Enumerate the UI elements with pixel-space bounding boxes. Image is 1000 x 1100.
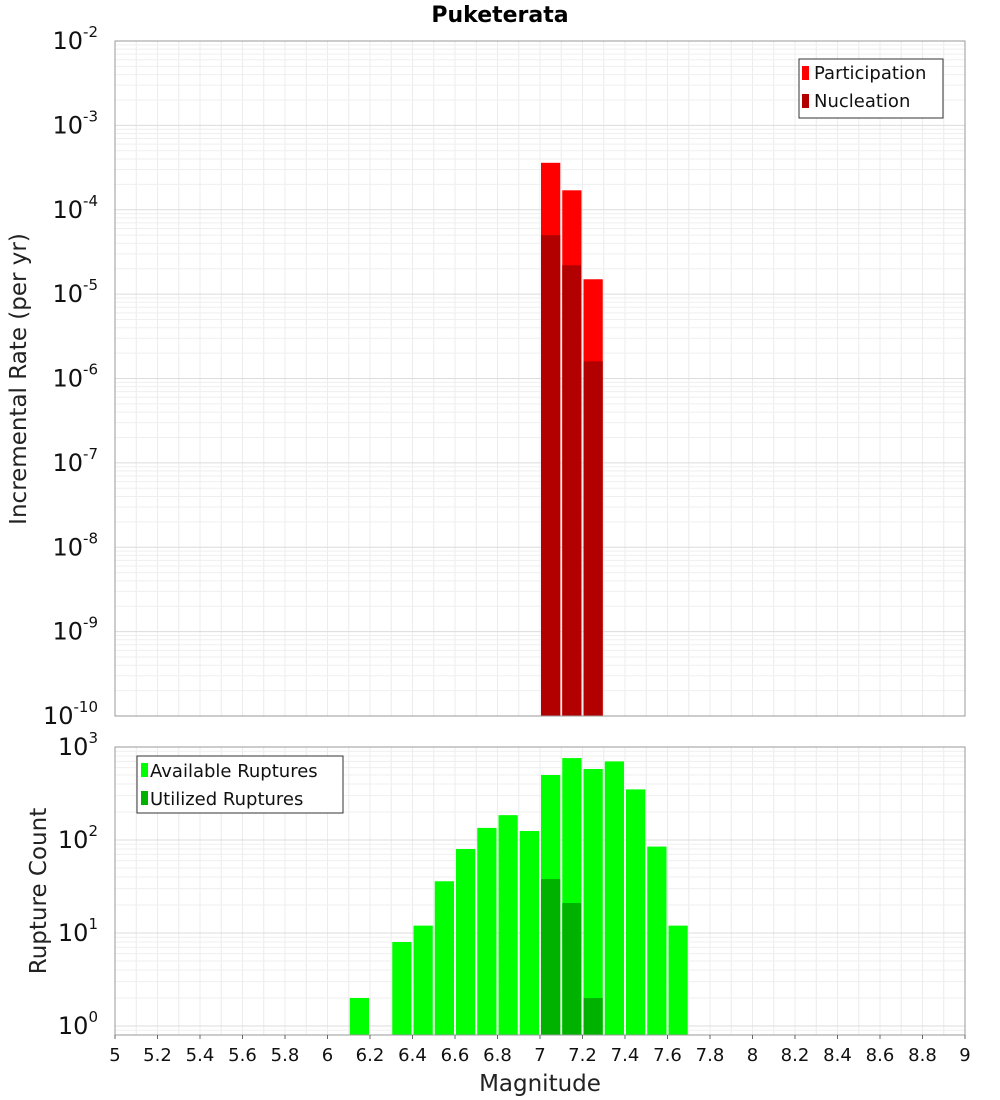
count-bars (349, 758, 688, 1035)
rate-y-ticks: 10-10 10-9 10-8 10-7 10-6 10-5 10-4 10-3 10-2 (43, 23, 98, 730)
rate-y-tick-label: 10-7 (52, 445, 98, 477)
count-y-tick-label: 103 (58, 729, 98, 761)
rate-bar-s2 (583, 361, 603, 716)
rate-bar-s2 (562, 265, 582, 716)
x-tick-label: 8.2 (781, 1045, 810, 1066)
count-y-tick-label: 100 (58, 1008, 98, 1040)
count-bar-s1 (498, 815, 518, 1035)
legend-swatch-participation (802, 66, 809, 80)
x-tick-label: 7.8 (696, 1045, 725, 1066)
x-tick-label: 5.4 (186, 1045, 215, 1066)
rate-plot-frame (114, 40, 966, 717)
x-tick-label: 5 (109, 1045, 120, 1066)
count-bar-s1 (604, 761, 624, 1035)
x-tick-label: 5.8 (271, 1045, 300, 1066)
x-tick-label: 5.6 (228, 1045, 257, 1066)
x-tick-label: 8 (747, 1045, 758, 1066)
x-tick-label: 6.4 (398, 1045, 427, 1066)
count-y-axis-label: Rupture Count (26, 808, 52, 974)
count-bar-s1 (349, 997, 369, 1035)
rate-y-tick-label: 10-3 (52, 107, 98, 139)
count-bar-s1 (392, 942, 412, 1035)
legend-label-nucleation: Nucleation (814, 91, 910, 112)
legend-swatch-utilized (141, 791, 148, 805)
rate-y-tick-label: 10-6 (52, 361, 98, 393)
count-bar-s2 (562, 903, 582, 1035)
count-bar-s1 (647, 846, 667, 1035)
count-x-ticks: 5 5.2 5.4 5.6 5.8 6 6.2 6.4 6.6 6.8 7 7.2 7.4 7.6 7.8 8… (109, 1035, 971, 1066)
x-tick-label: 6.6 (441, 1045, 470, 1066)
rate-bar-s2 (541, 235, 561, 716)
count-bar-s2 (583, 997, 603, 1035)
legend-swatch-nucleation (802, 94, 809, 108)
x-tick-label: 8.6 (866, 1045, 895, 1066)
rate-y-tick-label: 10-9 (52, 614, 98, 646)
x-tick-label: 7.2 (568, 1045, 597, 1066)
x-tick-label: 6.8 (483, 1045, 512, 1066)
rate-legend: Participation Nucleation (798, 58, 944, 119)
x-tick-label: 8.8 (908, 1045, 937, 1066)
rate-legend-box (798, 58, 944, 119)
rate-y-tick-label: 10-10 (43, 698, 98, 730)
rate-y-tick-label: 10-8 (52, 529, 98, 561)
legend-label-participation: Participation (814, 63, 926, 84)
count-bar-s1 (477, 827, 497, 1035)
count-y-tick-label: 102 (58, 822, 98, 854)
count-bar-s1 (519, 830, 539, 1035)
count-bar-s1 (413, 925, 433, 1035)
count-bar-s1 (456, 849, 476, 1035)
count-y-ticks: 100 101 102 103 (58, 729, 98, 1040)
x-tick-label: 7 (534, 1045, 545, 1066)
count-y-tick-label: 101 (58, 915, 98, 947)
rate-bars (541, 162, 603, 716)
x-tick-label: 9 (959, 1045, 970, 1066)
rate-grid (114, 40, 966, 717)
rate-y-axis-label: Incremental Rate (per yr) (6, 233, 32, 525)
rate-y-tick-label: 10-2 (52, 23, 98, 55)
count-bar-s1 (583, 769, 603, 1035)
count-legend-box (136, 755, 344, 814)
count-bar-s2 (541, 879, 561, 1035)
count-bar-s1 (626, 789, 646, 1035)
x-tick-label: 5.2 (143, 1045, 172, 1066)
x-tick-label: 6.2 (356, 1045, 385, 1066)
count-panel: 100 101 102 103 5 5.2 5.4 5.6 5.8 6 6.2 6.4 6.6 6.8 7… (26, 729, 971, 1097)
legend-swatch-available (141, 763, 148, 777)
rate-y-tick-label: 10-5 (52, 276, 98, 308)
legend-label-available: Available Ruptures (150, 761, 318, 782)
count-bar-s1 (668, 925, 688, 1035)
rate-y-tick-label: 10-4 (52, 192, 98, 224)
count-bar-s1 (434, 881, 454, 1035)
rate-panel: 10-10 10-9 10-8 10-7 10-6 10-5 10-4 10-3 10-2 In… (6, 23, 966, 730)
x-tick-label: 6 (322, 1045, 333, 1066)
x-tick-label: 7.4 (611, 1045, 640, 1066)
legend-label-utilized: Utilized Ruptures (150, 789, 303, 810)
x-axis-label: Magnitude (479, 1071, 601, 1097)
x-tick-label: 8.4 (823, 1045, 852, 1066)
count-legend: Available Ruptures Utilized Ruptures (136, 755, 344, 814)
x-tick-label: 7.6 (653, 1045, 682, 1066)
chart-title: Puketerata (431, 3, 568, 28)
